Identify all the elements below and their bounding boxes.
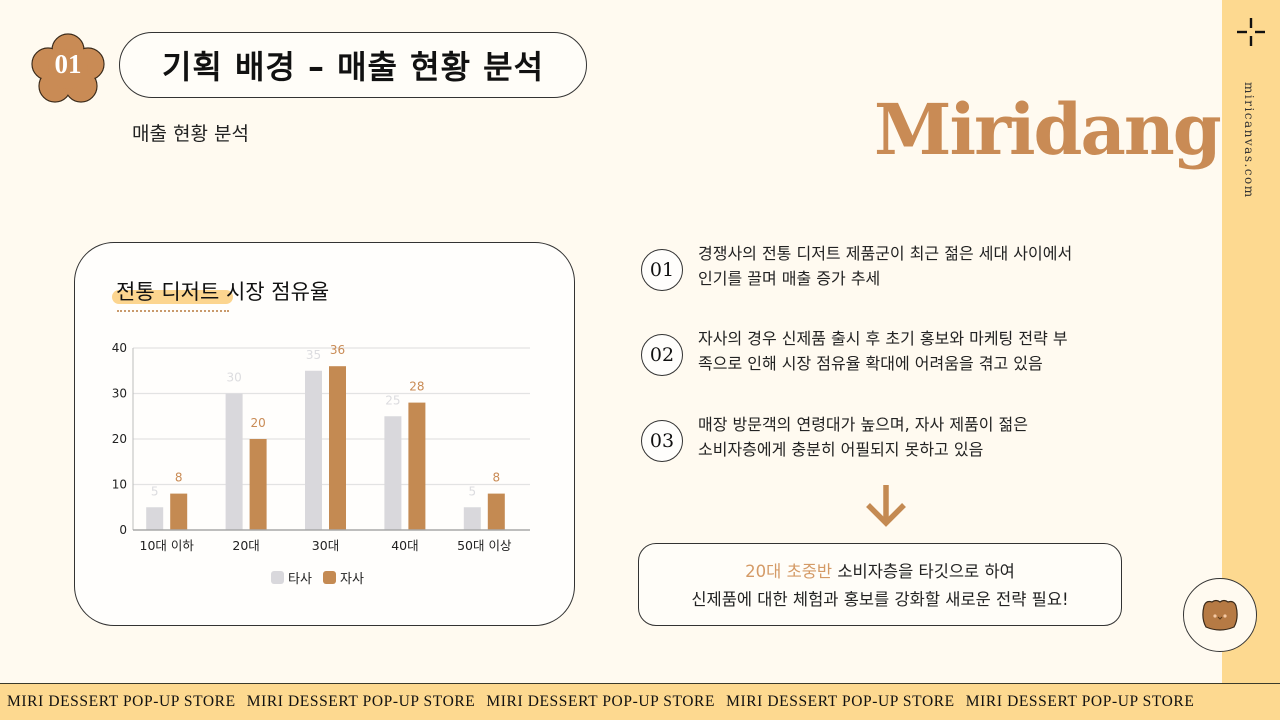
point-text: 경쟁사의 전통 디저트 제품군이 최근 젊은 세대 사이에서 인기를 끌며 매출… bbox=[698, 241, 1072, 291]
svg-text:5: 5 bbox=[151, 484, 159, 498]
svg-text:30대: 30대 bbox=[312, 538, 339, 553]
point-item-2: 02 자사의 경우 신제품 출시 후 초기 홍보와 마케팅 전략 부 족으로 인… bbox=[641, 326, 1068, 376]
dotted-underline bbox=[117, 310, 229, 312]
svg-text:10: 10 bbox=[112, 478, 127, 492]
point-line: 소비자층에게 충분히 어필되지 못하고 있음 bbox=[698, 440, 984, 459]
svg-text:30: 30 bbox=[112, 387, 127, 401]
point-line: 족으로 인해 시장 점유율 확대에 어려움을 겪고 있음 bbox=[698, 354, 1043, 373]
svg-text:28: 28 bbox=[409, 380, 424, 394]
point-line: 매장 방문객의 연령대가 높으며, 자사 제품이 젊은 bbox=[698, 415, 1029, 434]
target-accent: 20대 초중반 bbox=[745, 562, 833, 581]
point-number: 01 bbox=[641, 249, 683, 291]
page-title-pill: 기획 배경 – 매출 현황 분석 bbox=[119, 32, 587, 98]
svg-text:36: 36 bbox=[330, 343, 345, 357]
point-text: 매장 방문객의 연령대가 높으며, 자사 제품이 젊은 소비자층에게 충분히 어… bbox=[698, 412, 1028, 462]
footer-banner: MIRI DESSERT POP-UP STORE MIRI DESSERT P… bbox=[0, 683, 1280, 720]
svg-text:20대: 20대 bbox=[232, 538, 259, 553]
svg-text:25: 25 bbox=[385, 393, 400, 407]
point-text: 자사의 경우 신제품 출시 후 초기 홍보와 마케팅 전략 부 족으로 인해 시… bbox=[698, 326, 1068, 376]
svg-text:40대: 40대 bbox=[391, 538, 418, 553]
svg-text:30: 30 bbox=[226, 371, 241, 385]
point-number: 02 bbox=[641, 334, 683, 376]
arrow-down-icon bbox=[866, 485, 906, 527]
chart-card bbox=[74, 242, 575, 626]
site-url: miricanvas.com bbox=[1242, 82, 1256, 199]
conclusion-line-2: 신제품에 대한 체험과 홍보를 강화할 새로운 전략 필요! bbox=[691, 590, 1069, 609]
side-band bbox=[1222, 0, 1280, 684]
svg-text:40: 40 bbox=[112, 341, 127, 355]
footer-text: MIRI DESSERT POP-UP STORE bbox=[7, 693, 236, 710]
conclusion-text: 소비자층을 타깃으로 하여 bbox=[832, 562, 1015, 581]
conclusion-line-1: 20대 초중반 소비자층을 타깃으로 하여 bbox=[639, 558, 1121, 586]
point-line: 경쟁사의 전통 디저트 제품군이 최근 젊은 세대 사이에서 bbox=[698, 244, 1073, 263]
point-line: 자사의 경우 신제품 출시 후 초기 홍보와 마케팅 전략 부 bbox=[698, 329, 1068, 348]
svg-text:35: 35 bbox=[306, 348, 321, 362]
svg-text:8: 8 bbox=[492, 471, 500, 485]
page-subtitle: 매출 현황 분석 bbox=[132, 123, 249, 145]
svg-text:20: 20 bbox=[250, 416, 265, 430]
title-highlight bbox=[112, 290, 233, 304]
svg-text:0: 0 bbox=[119, 523, 127, 537]
brand-logo: Miridang bbox=[874, 88, 1222, 171]
conclusion-box: 20대 초중반 소비자층을 타깃으로 하여 신제품에 대한 체험과 홍보를 강화… bbox=[638, 543, 1122, 626]
svg-text:10대 이하: 10대 이하 bbox=[140, 538, 195, 553]
flower-badge-icon bbox=[31, 33, 105, 103]
bar-chart: 0 10 20 30 40 5 8 10대 이하 30 20 20대 35 36 30대 25 28 40대 5 8… bbox=[112, 341, 530, 587]
svg-text:20: 20 bbox=[112, 432, 127, 446]
footer-text: MIRI DESSERT POP-UP STORE bbox=[726, 693, 955, 710]
crosshair-sparkle-icon bbox=[1237, 18, 1265, 46]
bear-mascot-icon bbox=[1202, 599, 1238, 631]
svg-text:5: 5 bbox=[468, 484, 476, 498]
svg-text:8: 8 bbox=[175, 471, 183, 485]
point-line: 인기를 끌며 매출 증가 추세 bbox=[698, 269, 881, 288]
svg-text:타사: 타사 bbox=[288, 572, 312, 587]
point-number: 03 bbox=[641, 420, 683, 462]
page-title: 기획 배경 – 매출 현황 분석 bbox=[161, 48, 545, 86]
footer-text: MIRI DESSERT POP-UP STORE bbox=[246, 693, 476, 710]
svg-text:자사: 자사 bbox=[340, 572, 364, 587]
point-item-3: 03 매장 방문객의 연령대가 높으며, 자사 제품이 젊은 소비자층에게 충분… bbox=[641, 412, 1028, 462]
point-item-1: 01 경쟁사의 전통 디저트 제품군이 최근 젊은 세대 사이에서 인기를 끌며… bbox=[641, 241, 1072, 291]
svg-text:50대 이상: 50대 이상 bbox=[457, 538, 512, 553]
footer-text: MIRI DESSERT POP-UP STORE bbox=[486, 693, 716, 710]
section-number: 01 bbox=[54, 49, 82, 79]
footer-text: MIRI DESSERT POP-UP STORE bbox=[965, 693, 1195, 710]
chart-title: 전통 디저트 시장 점유율 bbox=[116, 280, 330, 304]
